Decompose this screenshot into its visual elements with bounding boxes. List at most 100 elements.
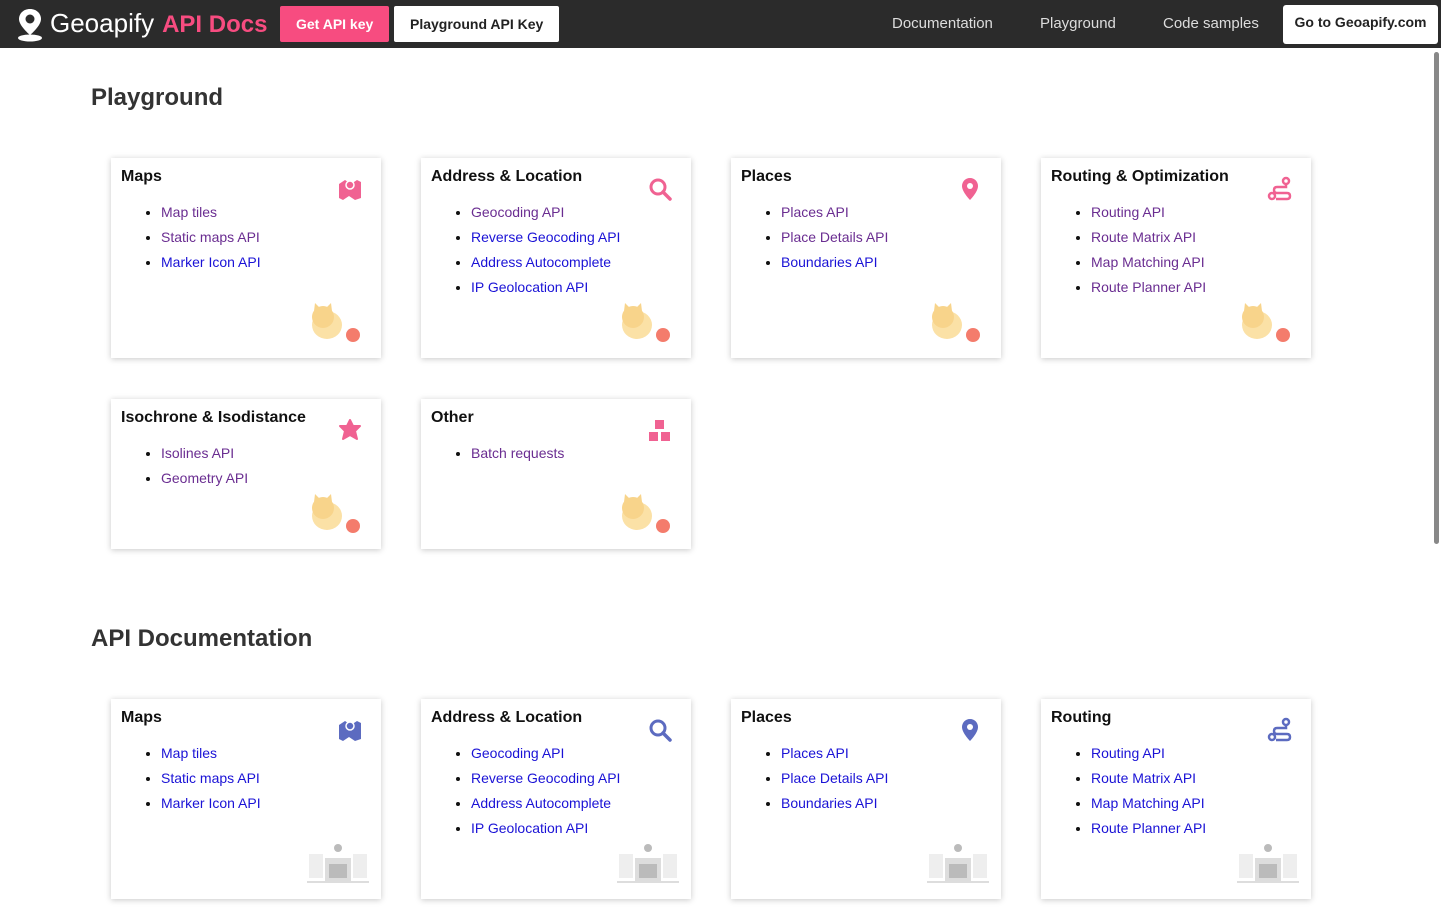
illustration <box>617 844 679 883</box>
link-list: Places API Place Details API Boundaries AP… <box>741 745 991 820</box>
top-bar: Geoapify API Docs Get API key Playground … <box>0 0 1441 48</box>
list-item: Place Details API <box>781 229 991 254</box>
link-list: Map tiles Static maps API Marker Icon API <box>121 204 371 279</box>
list-item: IP Geolocation API <box>471 820 681 845</box>
list-item: Route Matrix API <box>1091 229 1301 254</box>
playground-key-button[interactable]: Playground API Key <box>394 6 560 42</box>
icon <box>962 178 978 200</box>
icon <box>1267 717 1292 742</box>
logo[interactable]: Geoapify API Docs <box>50 8 267 39</box>
cta-button[interactable]: Go to Geoapify.com <box>1283 5 1438 44</box>
section-title: API Documentation <box>91 625 313 652</box>
nav-link[interactable]: Documentation <box>892 15 993 32</box>
api-link[interactable]: Map tiles <box>161 204 218 220</box>
api-link[interactable]: Route Matrix API <box>1091 229 1197 245</box>
api-link[interactable]: Routing API <box>1091 204 1165 220</box>
card-title: Maps <box>121 168 162 185</box>
api-link[interactable]: Map Matching API <box>1091 795 1205 811</box>
api-link[interactable]: Boundaries API <box>781 795 878 811</box>
api-link[interactable]: Batch requests <box>471 445 565 461</box>
api-link[interactable]: Route Matrix API <box>1091 770 1197 786</box>
card-title: Isochrone & Isodistance <box>121 409 306 426</box>
icon <box>649 420 670 441</box>
api-link[interactable]: Boundaries API <box>781 254 878 270</box>
card-title: Address & Location <box>431 168 583 185</box>
api-link[interactable]: Static maps API <box>161 770 260 786</box>
card-icon <box>647 717 673 748</box>
card-icon <box>1267 176 1293 207</box>
card-icon <box>337 417 363 448</box>
api-link[interactable]: Place Details API <box>781 229 889 245</box>
api-card: Other Batch requests <box>421 399 691 549</box>
api-card: Places Places API Place Details API Boundar… <box>731 699 1001 899</box>
list-item: Geocoding API <box>471 745 681 770</box>
card-icon <box>1267 717 1293 748</box>
api-link[interactable]: Places API <box>781 745 849 761</box>
card-title: Other <box>431 409 474 426</box>
api-link[interactable]: Geometry API <box>161 470 249 486</box>
card-illustration <box>615 299 681 348</box>
illustration <box>1242 303 1290 342</box>
api-link[interactable]: Marker Icon API <box>161 254 261 270</box>
api-link[interactable]: Map tiles <box>161 745 218 761</box>
card-title: Routing <box>1051 709 1112 726</box>
card-icon <box>337 717 363 748</box>
card-title: Address & Location <box>431 709 583 726</box>
logo-icon <box>18 9 42 42</box>
api-link[interactable]: Marker Icon API <box>161 795 261 811</box>
section-title: Playground <box>91 84 224 111</box>
api-link[interactable]: IP Geolocation API <box>471 279 589 295</box>
card-illustration <box>615 840 681 889</box>
scrollbar[interactable] <box>1434 52 1439 544</box>
card-icon <box>957 176 983 207</box>
logo-suffix: API Docs <box>162 11 268 38</box>
logo-text: Geoapify <box>50 8 155 38</box>
card-illustration <box>1235 299 1301 348</box>
card-illustration <box>1235 840 1301 889</box>
api-link[interactable]: Isolines API <box>161 445 235 461</box>
api-link[interactable]: Reverse Geocoding API <box>471 229 621 245</box>
nav-link[interactable]: Code samples <box>1163 15 1259 32</box>
api-card: Places Places API Place Details API Boundar… <box>731 158 1001 358</box>
list-item: Places API <box>781 204 991 229</box>
api-card: Address & Location Geocoding API Reverse G… <box>421 158 691 358</box>
card-title: Routing & Optimization <box>1051 168 1229 185</box>
card-title: Places <box>741 168 792 185</box>
illustration <box>927 844 989 883</box>
api-link[interactable]: Route Planner API <box>1091 820 1207 836</box>
list-item: Route Planner API <box>1091 820 1301 845</box>
list-item: Address Autocomplete <box>471 254 681 279</box>
card-illustration <box>305 490 371 539</box>
card-icon <box>647 176 673 207</box>
illustration <box>1237 844 1299 883</box>
list-item: Place Details API <box>781 770 991 795</box>
illustration <box>622 303 670 342</box>
list-item: Reverse Geocoding API <box>471 229 681 254</box>
api-link[interactable]: Geocoding API <box>471 204 565 220</box>
card-title: Places <box>741 709 792 726</box>
api-card: Isochrone & Isodistance Isolines API Geome… <box>111 399 381 549</box>
api-link[interactable]: Geocoding API <box>471 745 565 761</box>
card-icon <box>337 176 363 207</box>
icon <box>649 719 672 742</box>
api-link[interactable]: Address Autocomplete <box>471 795 612 811</box>
link-list: Map tiles Static maps API Marker Icon API <box>121 745 371 820</box>
list-item: Routing API <box>1091 204 1301 229</box>
api-link[interactable]: Route Planner API <box>1091 279 1207 295</box>
api-link[interactable]: Reverse Geocoding API <box>471 770 621 786</box>
api-link[interactable]: Map Matching API <box>1091 254 1205 270</box>
api-link[interactable]: Static maps API <box>161 229 260 245</box>
nav-link[interactable]: Playground <box>1040 15 1116 32</box>
api-card: Address & Location Geocoding API Reverse G… <box>421 699 691 899</box>
get-api-key-button[interactable]: Get API key <box>280 6 390 42</box>
api-link[interactable]: Address Autocomplete <box>471 254 612 270</box>
link-list: Batch requests <box>431 445 681 470</box>
api-link[interactable]: Place Details API <box>781 770 889 786</box>
api-link[interactable]: Routing API <box>1091 745 1165 761</box>
illustration <box>312 494 360 533</box>
api-link[interactable]: IP Geolocation API <box>471 820 589 836</box>
api-link[interactable]: Places API <box>781 204 849 220</box>
card-title: Maps <box>121 709 162 726</box>
list-item: Routing API <box>1091 745 1301 770</box>
